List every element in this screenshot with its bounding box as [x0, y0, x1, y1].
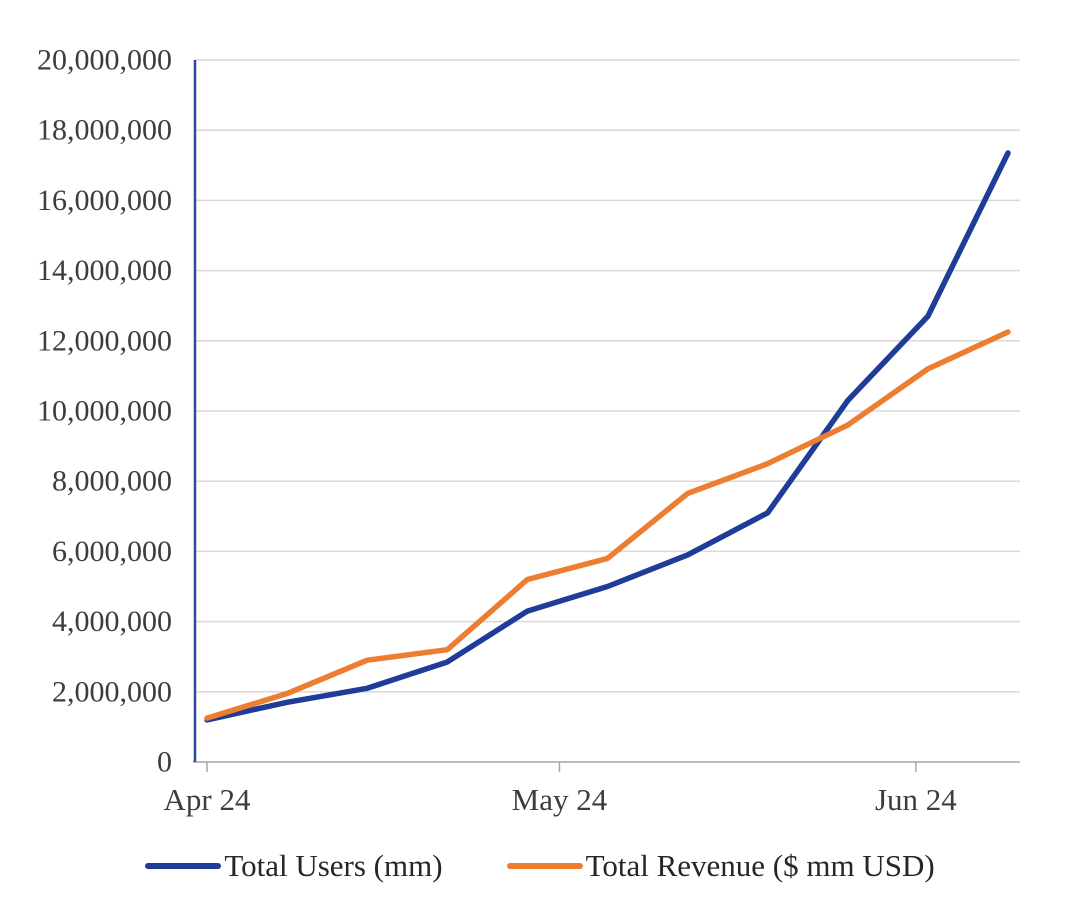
y-axis-tick-label: 16,000,000 — [37, 184, 172, 217]
legend-label-total-revenue: Total Revenue ($ mm USD) — [585, 848, 935, 883]
y-axis-tick-label: 8,000,000 — [52, 465, 172, 498]
x-axis-tick-label: Apr 24 — [164, 782, 251, 817]
y-axis-tick-label: 14,000,000 — [37, 254, 172, 287]
chart-legend: Total Users (mm) Total Revenue ($ mm USD… — [0, 848, 1080, 884]
chart-plot-area: 0 2,000,000 4,000,000 6,000,000 8,000,000 10,… — [37, 44, 1020, 817]
x-axis-tick-label: Jun 24 — [875, 782, 957, 817]
y-axis-tick-label: 6,000,000 — [52, 535, 172, 568]
x-axis-tick-label: May 24 — [512, 782, 608, 817]
y-axis-tick-label: 4,000,000 — [52, 605, 172, 638]
y-axis-tick-label: 18,000,000 — [37, 114, 172, 147]
y-axis-tick-label: 2,000,000 — [52, 675, 172, 708]
y-axis-tick-label: 0 — [157, 746, 172, 779]
legend-label-total-users: Total Users (mm) — [224, 848, 443, 883]
series-line-total-revenue — [204, 329, 1011, 721]
legend-item-total-revenue: Total Revenue ($ mm USD) — [506, 848, 935, 884]
y-axis-tick-label: 10,000,000 — [37, 395, 172, 428]
legend-item-total-users: Total Users (mm) — [145, 848, 443, 884]
legend-swatch-total-users — [145, 863, 222, 869]
y-axis-tick-label: 12,000,000 — [37, 324, 172, 357]
series-line-total-users — [204, 150, 1011, 723]
y-axis-tick-label: 20,000,000 — [37, 44, 172, 77]
legend-swatch-total-revenue — [506, 863, 583, 869]
